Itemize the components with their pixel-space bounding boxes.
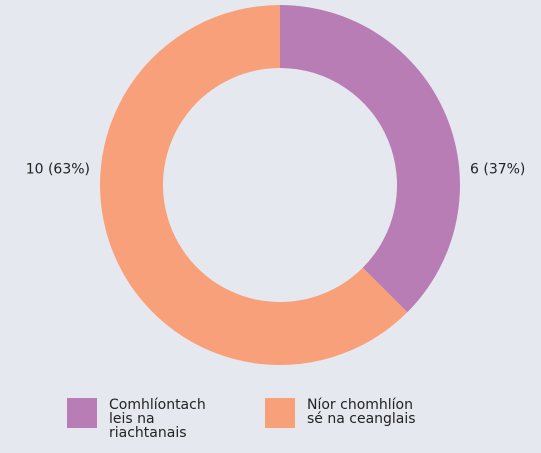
legend-item: Comhlíontach leis na riachtanais: [67, 398, 265, 440]
legend-item: Níor chomhlíon sé na ceanglais: [265, 398, 463, 440]
legend-swatch: [67, 398, 97, 428]
donut-slice: [100, 5, 408, 366]
legend-swatch: [265, 398, 295, 428]
donut-slice: [280, 5, 461, 313]
data-label: 10 (63%): [26, 162, 90, 178]
legend-label: Níor chomhlíon sé na ceanglais: [307, 397, 416, 427]
legend-label: Comhlíontach leis na riachtanais: [109, 397, 206, 441]
data-label: 6 (37%): [470, 162, 525, 178]
legend: Comhlíontach leis na riachtanais Níor cho…: [67, 398, 463, 440]
chart: 6 (37%) 10 (63%): [26, 5, 525, 366]
